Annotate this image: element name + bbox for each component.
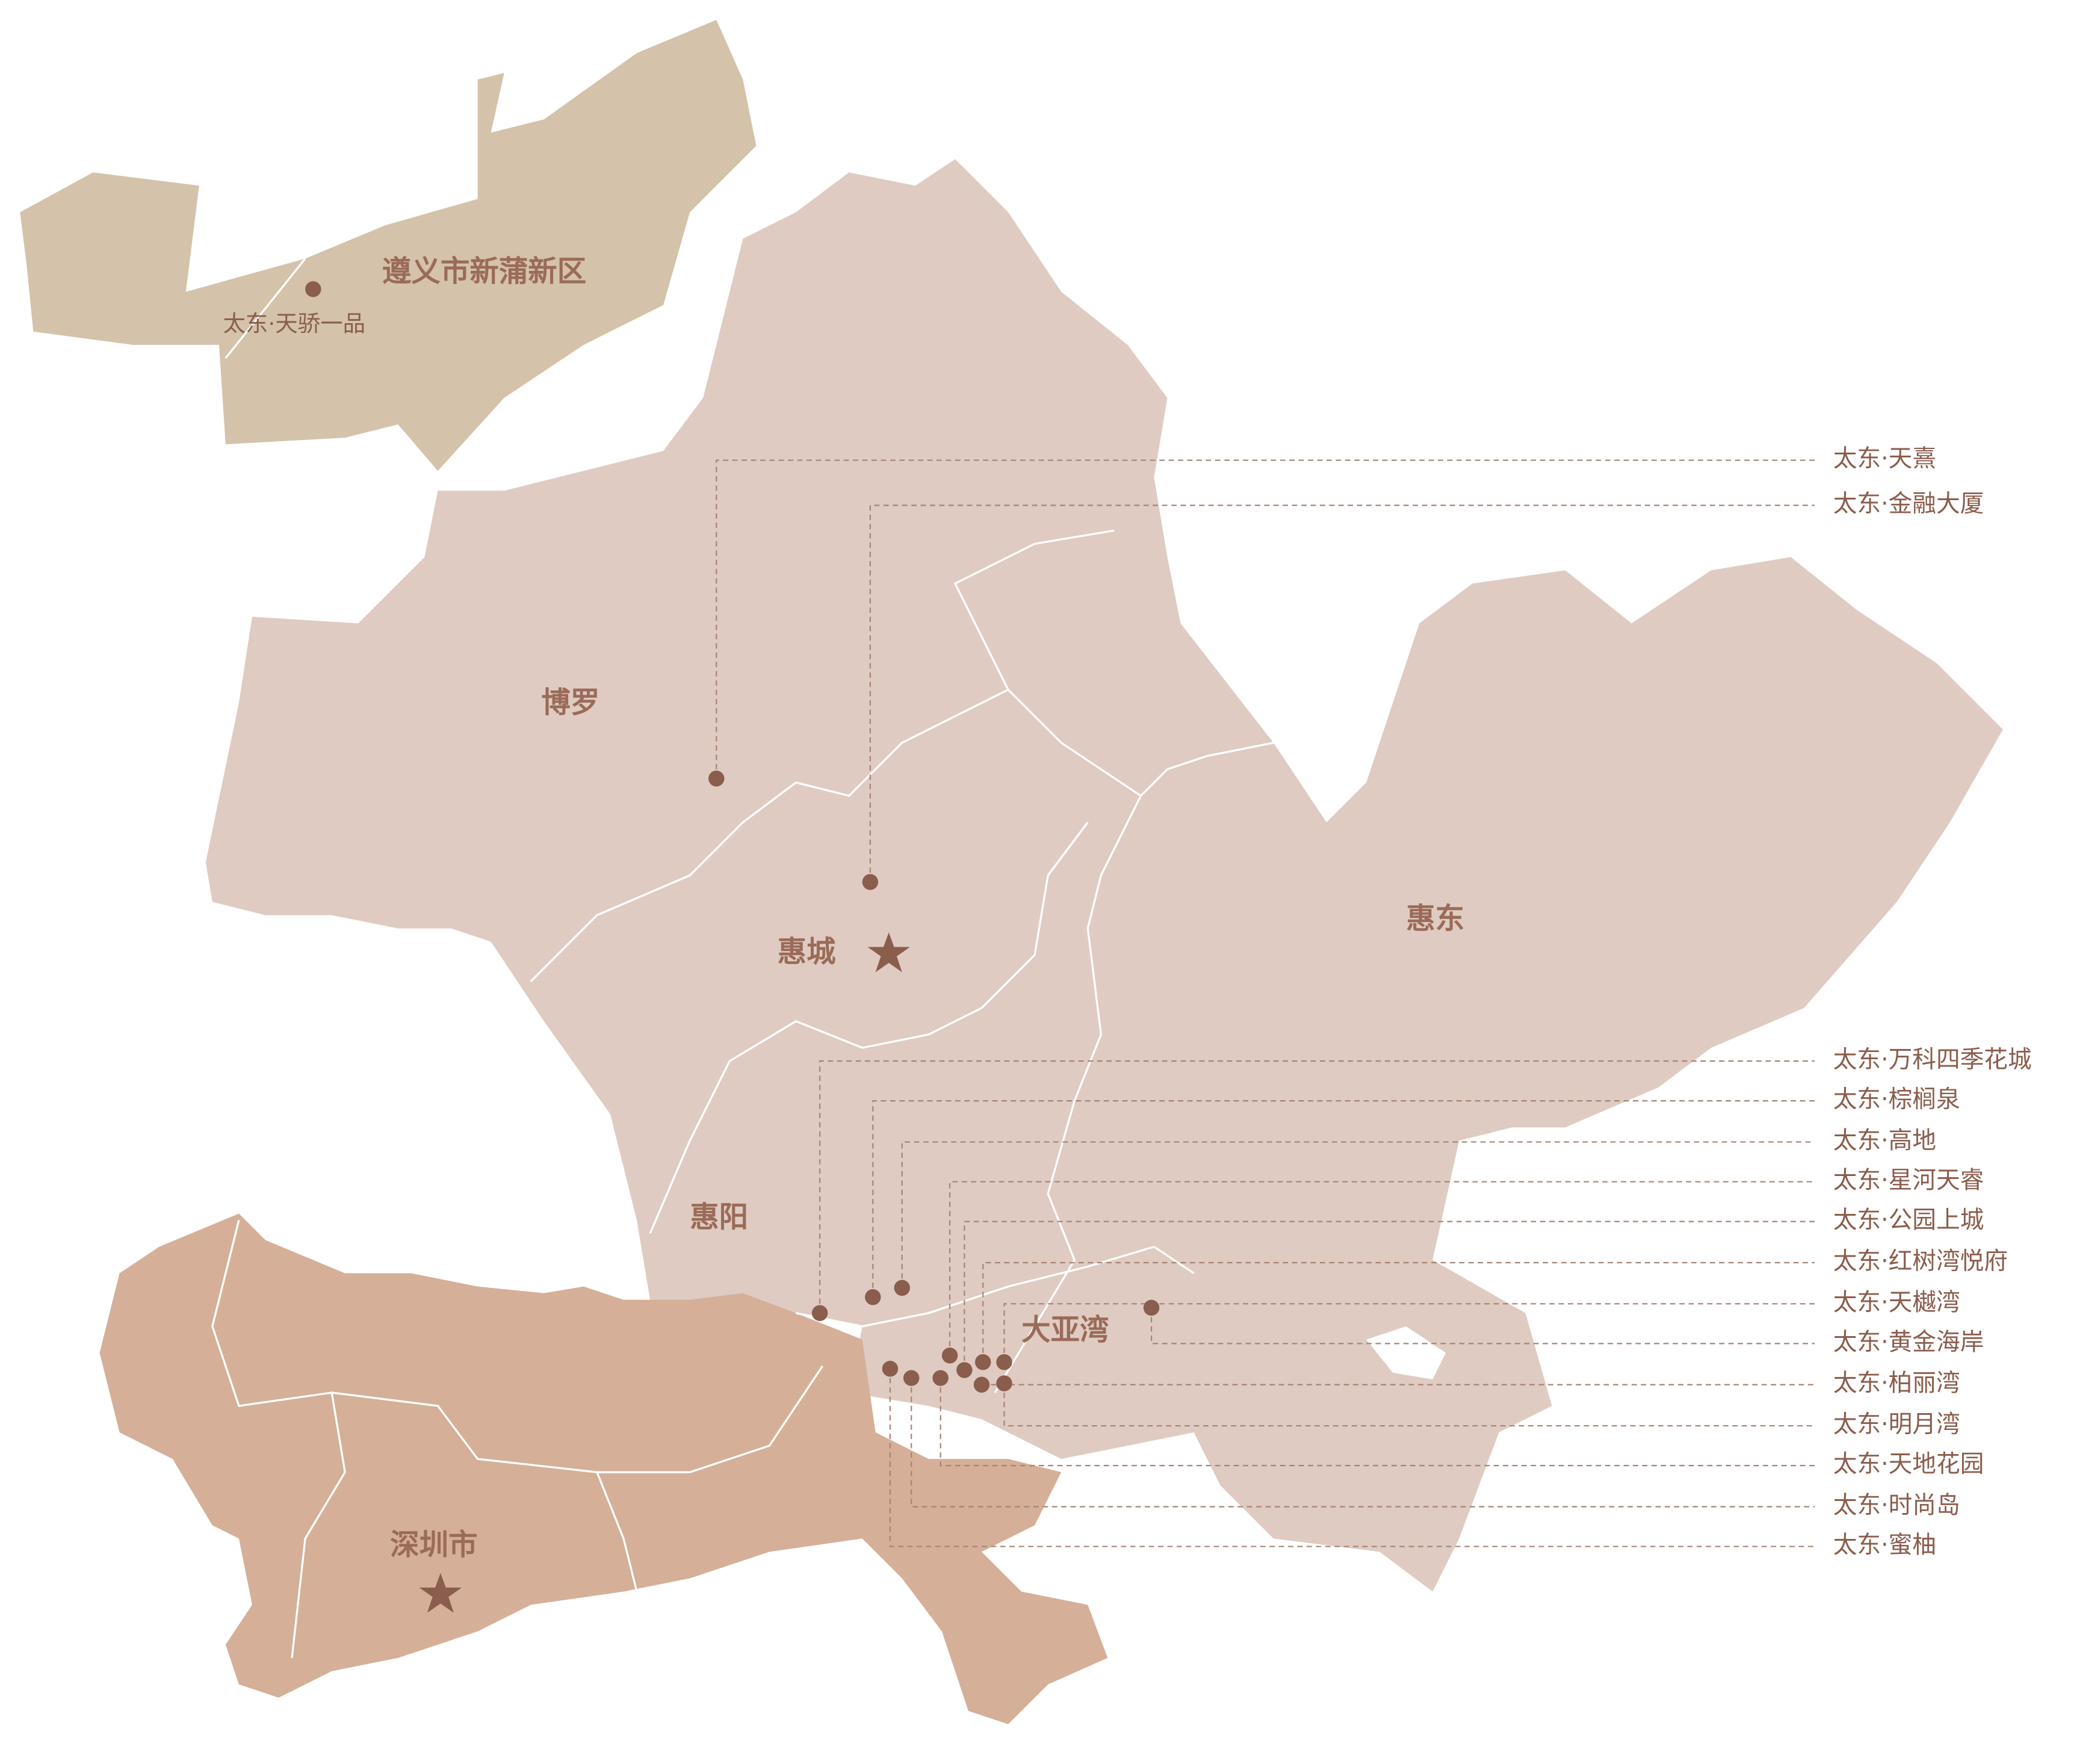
project-label: 太东·棕榈泉 [1833, 1086, 1960, 1113]
project-label: 太东·星河天睿 [1833, 1166, 1984, 1194]
project-dot [996, 1354, 1012, 1370]
project-label: 太东·黄金海岸 [1833, 1328, 1984, 1356]
leader-line [901, 1141, 1815, 1288]
project-dot [862, 874, 879, 890]
region-label: 惠东 [1406, 902, 1464, 936]
leader-line [964, 1221, 1815, 1370]
region-label: 深圳市 [390, 1528, 477, 1562]
leader-line [872, 1100, 1815, 1298]
district-border [596, 1472, 638, 1592]
capital-star [867, 932, 911, 973]
huizhou-area [205, 159, 2003, 1592]
leader-line [1003, 1303, 1815, 1363]
project-label: 太东·高地 [1833, 1127, 1936, 1154]
district-border [1007, 689, 1274, 797]
project-dot [941, 1348, 958, 1364]
leader-line [939, 1378, 1815, 1467]
project-dot [975, 1354, 991, 1370]
leader-line [716, 459, 1815, 779]
project-label: 太东·明月湾 [1833, 1411, 1960, 1438]
zunyi-area [20, 20, 757, 471]
bay-water [1366, 1326, 1446, 1379]
shenzhen-area [99, 1213, 1108, 1724]
project-dot [973, 1376, 990, 1393]
region-label: 惠城 [778, 935, 836, 969]
region-label: 博罗 [541, 685, 599, 719]
project-label: 太东·天熹 [1833, 445, 1936, 472]
region-label: 大亚湾 [1021, 1313, 1109, 1347]
project-label: 太东·柏丽湾 [1833, 1369, 1960, 1397]
district-border [224, 258, 306, 359]
labels: 遵义市新蒲新区 博罗 惠城 惠东 惠阳 大亚湾 深圳市 太东·天骄一品 [223, 255, 1464, 1613]
project-label: 太东·万科四季花城 [1833, 1046, 2032, 1074]
project-label: 太东·金融大厦 [1833, 490, 1984, 518]
project-dot [932, 1370, 949, 1386]
project-label: 太东·红树湾悦府 [1833, 1247, 2008, 1275]
project-dot [708, 770, 725, 787]
project-label: 太东·天骄一品 [223, 310, 365, 336]
project-label: 太东·天地花园 [1833, 1450, 1984, 1478]
project-label: 太东·公园上城 [1833, 1206, 1984, 1234]
project-dot [956, 1362, 973, 1378]
region-label: 遵义市新蒲新区 [382, 255, 586, 288]
project-dot [882, 1361, 899, 1377]
project-label: 太东·蜜柚 [1833, 1531, 1936, 1559]
district-border [530, 529, 1115, 982]
leader-line [869, 504, 1815, 882]
capital-star [419, 1573, 462, 1613]
project-dot [903, 1370, 920, 1386]
project-dot [894, 1280, 911, 1296]
project-dot [865, 1289, 881, 1305]
district-border [796, 1245, 1195, 1328]
leader-line [1151, 1307, 1815, 1345]
leader-line [949, 1181, 1815, 1356]
leader-line [982, 1261, 1815, 1363]
project-label: 太东·时尚岛 [1833, 1491, 1960, 1519]
region-label: 惠阳 [690, 1200, 748, 1234]
leader-line [1003, 1383, 1815, 1427]
leader-line [889, 1369, 1815, 1547]
district-border [649, 822, 1089, 1234]
leader-line [819, 1060, 1815, 1313]
project-label: 太东·天樾湾 [1833, 1289, 1960, 1316]
project-dot [305, 281, 321, 297]
project-dot [996, 1375, 1012, 1391]
project-dot [1143, 1299, 1160, 1316]
project-dot [811, 1305, 828, 1321]
